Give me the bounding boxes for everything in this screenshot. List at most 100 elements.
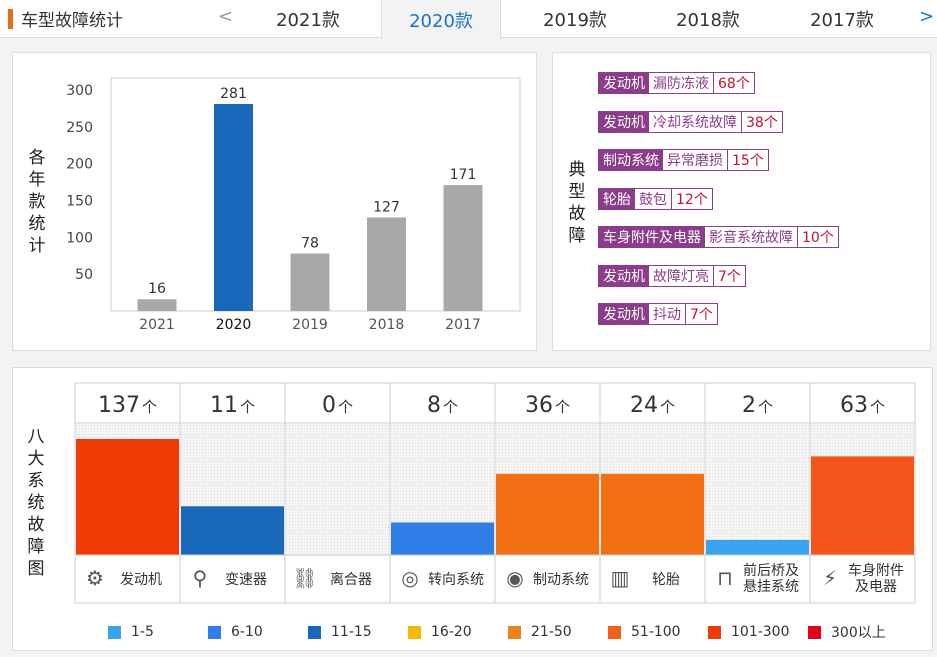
fault-item[interactable]: 车身附件及电器 影音系统故障 10个 — [598, 226, 839, 248]
tire-icon: ▥ — [611, 566, 630, 590]
year-stats-panel: 各年款统计 50 100 150 200 250 300 16 2021 281 2020 78 20… — [12, 52, 537, 351]
typical-faults-panel: 典型故障 发动机 漏防冻液 68个 发动机 冷却系统故障 38个 制动系统 异常磨损 15个 轮胎… — [552, 52, 931, 351]
system-name-label: 轮胎 — [652, 572, 680, 588]
legend-swatch — [708, 625, 721, 639]
system-bar — [706, 539, 809, 555]
system-bar — [811, 456, 914, 555]
fault-count: 38个 — [746, 114, 778, 131]
bar-background — [706, 424, 809, 555]
system-bar — [601, 473, 704, 555]
y-tick-label: 100 — [66, 230, 93, 246]
system-name-label: 发动机 — [120, 572, 162, 588]
y-tick-label: 250 — [66, 120, 93, 136]
tab-2020[interactable]: 2020款 — [381, 0, 501, 39]
fault-category: 制动系统 — [599, 150, 663, 170]
fault-item[interactable]: 发动机 冷却系统故障 38个 — [598, 110, 783, 133]
fault-item[interactable]: 发动机 漏防冻液 68个 — [598, 72, 755, 94]
fault-category: 发动机 — [599, 111, 649, 132]
bar-value-label: 127 — [373, 199, 400, 215]
tab-2021[interactable]: 2021款 — [276, 10, 340, 31]
system-name-label: 转向系统 — [428, 572, 484, 588]
bar-value-label: 78 — [301, 236, 319, 252]
x-tick-label: 2020 — [216, 317, 252, 333]
system-bar — [496, 473, 599, 555]
bar-value-label: 171 — [450, 167, 477, 183]
bar-background — [286, 424, 389, 555]
fault-item[interactable]: 发动机 抖动 7个 — [598, 303, 718, 325]
system-name-label: 前后桥及悬挂系统 — [743, 562, 799, 595]
y-tick-label: 150 — [66, 194, 93, 210]
legend-item: 11-15 — [308, 622, 408, 642]
fault-item[interactable]: 发动机 故障灯亮 7个 — [598, 264, 746, 287]
legend-label: 1-5 — [131, 624, 154, 640]
fault-category: 车身附件及电器 — [599, 227, 705, 247]
legend-item: 16-20 — [408, 622, 508, 642]
y-tick-label: 50 — [75, 267, 93, 283]
legend-swatch — [308, 625, 321, 639]
bar-2018 — [367, 217, 406, 311]
system-count-label: 36 个 — [525, 393, 570, 418]
page-title: 车型故障统计 — [0, 0, 190, 37]
system-bar — [76, 439, 179, 555]
legend-swatch — [108, 625, 121, 639]
fault-name: 漏防冻液 — [649, 73, 714, 93]
gearshift-icon: ⚲ — [193, 566, 208, 590]
system-bar — [391, 522, 494, 555]
battery-icon: ⚡ — [823, 566, 837, 590]
system-name-label: 车身附件及电器 — [848, 562, 904, 595]
legend-item: 21-50 — [508, 622, 608, 642]
bar-value-label: 281 — [220, 86, 247, 102]
suspension-icon: ⊓ — [717, 566, 733, 590]
legend: 1-5 6-10 11-15 16-20 21-50 51-100 101-300 300以上 — [108, 622, 908, 642]
legend-swatch — [608, 625, 621, 639]
legend-item: 300以上 — [808, 622, 908, 642]
typical-faults-label: 典型故障 — [568, 160, 586, 246]
legend-swatch — [508, 625, 521, 639]
fault-category: 发动机 — [599, 265, 649, 286]
header: 车型故障统计 < 2021款 2020款 2019款 2018款 2017款 > — [0, 0, 937, 39]
legend-item: 1-5 — [108, 622, 208, 642]
eight-systems-label: 八大系统故障图 — [27, 427, 45, 579]
legend-label: 6-10 — [231, 624, 263, 640]
fault-count: 12个 — [676, 191, 708, 208]
x-tick-label: 2017 — [445, 317, 481, 333]
eight-systems-panel: 八大系统故障图 137 个 ⚙ 发动机 11 个 ⚲ 变速器 0 个 ⛓ 离合器 8 个 ◎ 转向系统 36 个 ◉… — [12, 367, 933, 651]
system-bar — [181, 506, 284, 555]
legend-label: 300以上 — [831, 625, 886, 641]
fault-category: 发动机 — [599, 73, 649, 93]
fault-count: 15个 — [732, 153, 764, 169]
year-stats-chart: 50 100 150 200 250 300 16 2021 281 2020 78 2019 127 2… — [66, 77, 521, 333]
fault-item[interactable]: 轮胎 鼓包 12个 — [598, 187, 713, 210]
y-tick-label: 300 — [66, 83, 93, 99]
x-tick-label: 2019 — [292, 317, 328, 333]
system-count-label: 137 个 — [98, 393, 157, 418]
fault-count: 68个 — [718, 76, 750, 92]
x-tick-label: 2021 — [139, 317, 175, 333]
tab-2019[interactable]: 2019款 — [543, 10, 607, 31]
bar-2017 — [443, 185, 483, 311]
legend-swatch — [408, 625, 421, 639]
fault-item[interactable]: 制动系统 异常磨损 15个 — [598, 149, 769, 171]
system-name-label: 变速器 — [225, 572, 267, 588]
brake-disc-icon: ◉ — [506, 566, 523, 590]
tab-2017[interactable]: 2017款 — [810, 10, 874, 31]
fault-name: 异常磨损 — [663, 150, 728, 170]
fault-category: 发动机 — [599, 304, 649, 324]
fault-name: 鼓包 — [635, 188, 672, 209]
bar-2020 — [214, 103, 253, 311]
system-count-label: 11 个 — [210, 393, 255, 418]
fault-category: 轮胎 — [599, 188, 635, 209]
tab-2018[interactable]: 2018款 — [676, 10, 740, 31]
legend-swatch — [208, 625, 221, 639]
prev-arrow-icon[interactable]: < — [218, 6, 234, 27]
fault-count: 7个 — [718, 268, 741, 285]
legend-label: 16-20 — [431, 624, 472, 640]
legend-label: 51-100 — [631, 624, 681, 640]
next-arrow-icon[interactable]: > — [919, 6, 935, 27]
legend-swatch — [808, 625, 821, 639]
eight-systems-chart: 137 个 ⚙ 发动机 11 个 ⚲ 变速器 0 个 ⛓ 离合器 8 个 ◎ 转向系统 36 个 ◉ 制动系统 24 个 ▥… — [74, 382, 916, 604]
bar-2019 — [290, 253, 330, 311]
page-title-text: 车型故障统计 — [21, 11, 123, 31]
